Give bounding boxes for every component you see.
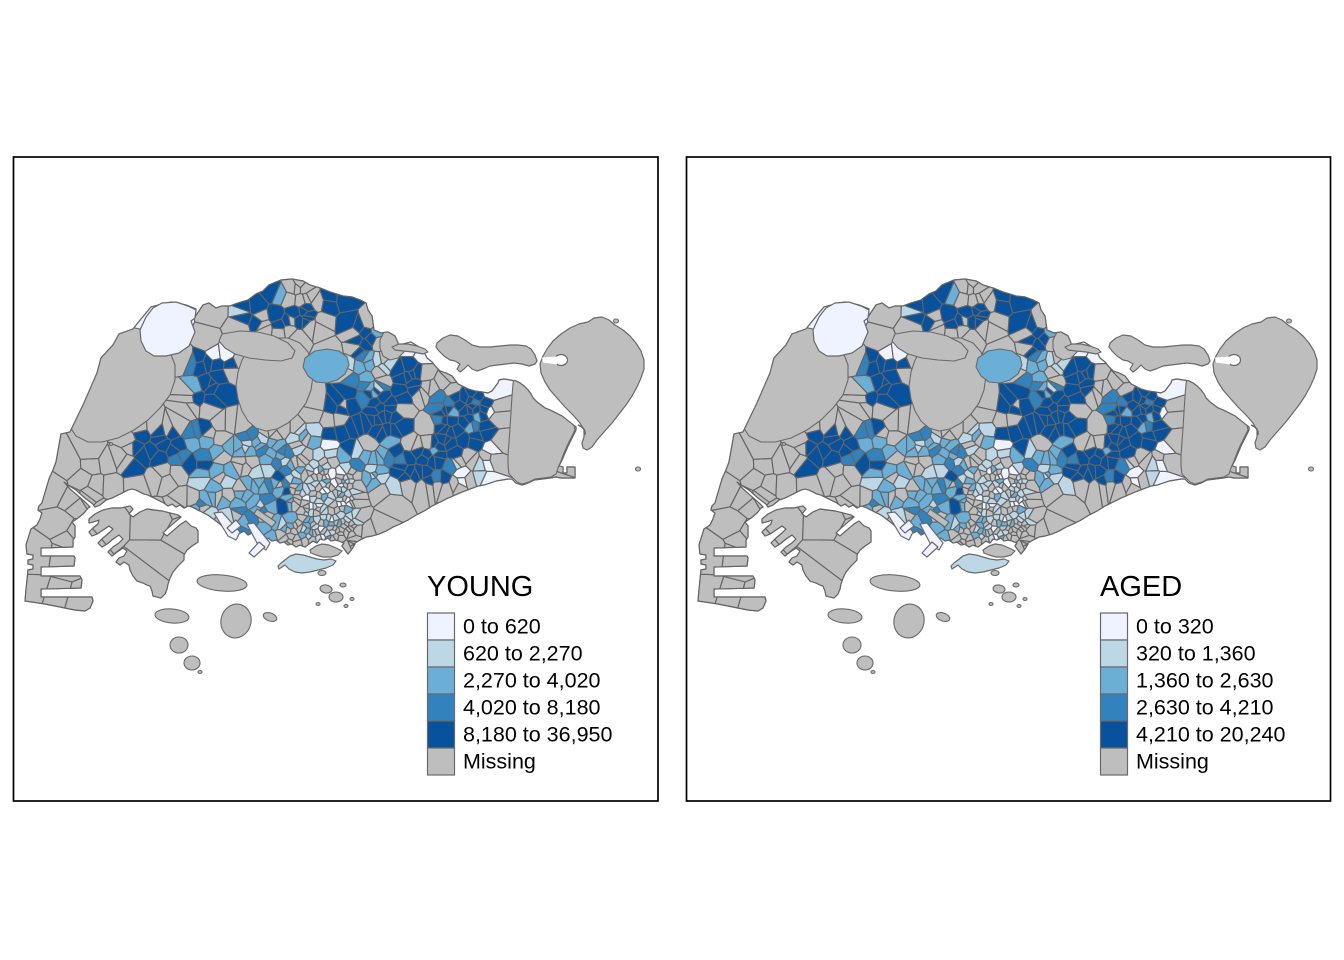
svg-text:0 to 620: 0 to 620 (463, 615, 541, 639)
svg-text:320 to 1,360: 320 to 1,360 (1136, 642, 1256, 666)
svg-text:2,630 to 4,210: 2,630 to 4,210 (1136, 696, 1274, 720)
svg-text:620 to 2,270: 620 to 2,270 (463, 642, 583, 666)
svg-text:8,180 to 36,950: 8,180 to 36,950 (463, 723, 612, 747)
svg-text:Missing: Missing (1136, 750, 1209, 774)
svg-text:2,270 to 4,020: 2,270 to 4,020 (463, 669, 601, 693)
svg-text:Missing: Missing (463, 750, 536, 774)
svg-text:4,210 to 20,240: 4,210 to 20,240 (1136, 723, 1285, 747)
svg-text:1,360 to 2,630: 1,360 to 2,630 (1136, 669, 1274, 693)
svg-text:YOUNG: YOUNG (427, 571, 533, 603)
svg-text:0 to 320: 0 to 320 (1136, 615, 1214, 639)
svg-text:4,020 to 8,180: 4,020 to 8,180 (463, 696, 601, 720)
svg-text:AGED: AGED (1100, 571, 1182, 603)
